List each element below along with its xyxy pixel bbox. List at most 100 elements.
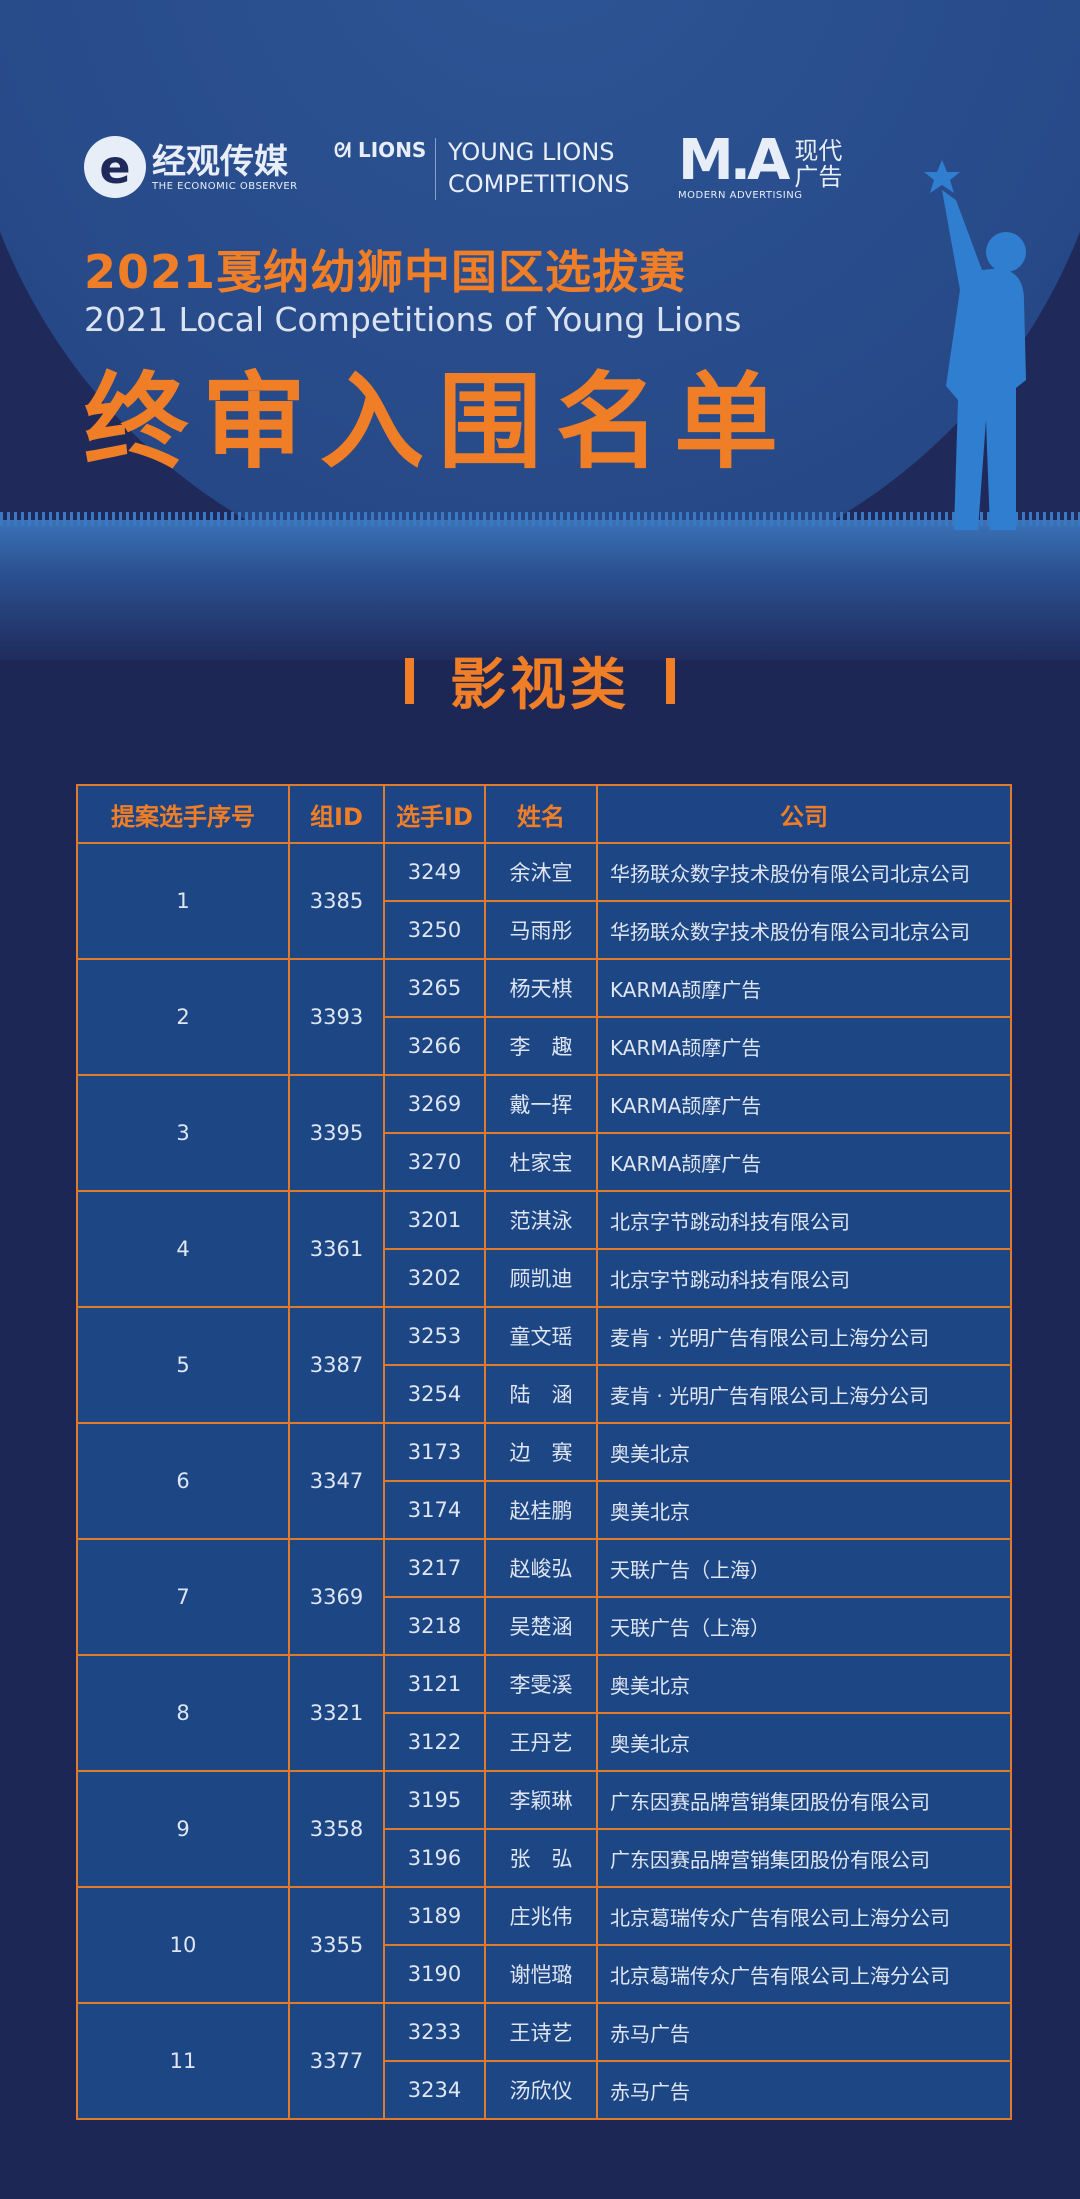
table-row: 3174 赵桂鹏 奥美北京	[77, 1480, 1012, 1540]
name-cell: 谢恺璐	[484, 1944, 598, 2004]
column-header: 姓名	[484, 784, 598, 844]
group-id-cell: 3385	[288, 842, 385, 960]
company-cell: 北京字节跳动科技有限公司	[596, 1248, 1012, 1308]
group-number-cell: 10	[76, 1886, 290, 2004]
company-cell: 赤马广告	[596, 2002, 1012, 2062]
table-row: 3234 汤欣仪 赤马广告	[77, 2060, 1012, 2120]
table-row: 6 3347 3173 边 赛奥美北京	[76, 1422, 1012, 1540]
grass-band	[0, 520, 1080, 660]
group-id-cell: 3393	[288, 958, 385, 1076]
company-cell: KARMA颉摩广告	[596, 1074, 1012, 1134]
main-title: 终审入围名单	[84, 361, 793, 483]
player-id-cell: 3189	[383, 1886, 486, 1946]
player-id-cell: 3195	[383, 1770, 486, 1830]
modern-advertising-logo: M.A 现代广告 MODERN ADVERTISING	[678, 128, 844, 202]
player-id-cell: 3250	[383, 900, 486, 960]
company-cell: 华扬联众数字技术股份有限公司北京公司	[596, 842, 1012, 902]
group-number-cell: 2	[76, 958, 290, 1076]
logo-text: 经观传媒	[152, 141, 288, 182]
group-id-cell: 3387	[288, 1306, 385, 1424]
group-id-cell: 3321	[288, 1654, 385, 1772]
table-row: 3218 吴楚涵 天联广告（上海）	[77, 1596, 1012, 1656]
finalist-table: 提案选手序号 组ID 选手ID 姓名 公司 1 3385 3249 余沐宣 华扬联众数字技术股份…	[76, 784, 1012, 2120]
table-row: 3 3395 3269 戴一挥 KARMA颉摩广告	[76, 1074, 1012, 1192]
table-row: 3190 谢恺璐 北京葛瑞传众广告有限公司上海分公司	[77, 1944, 1012, 2004]
player-id-cell: 3253	[383, 1306, 486, 1366]
ma-en: MODERN ADVERTISING	[678, 190, 803, 201]
company-cell: 奥美北京	[596, 1654, 1012, 1714]
column-header: 公司	[596, 784, 1012, 844]
table-row: 2 3393 3265 杨天棋 KARMA颉摩广告	[76, 958, 1012, 1076]
group-id-cell: 3347	[288, 1422, 385, 1540]
company-cell: 广东因赛品牌营销集团股份有限公司	[596, 1828, 1012, 1888]
table-row: 8 3321 3121 李雯溪 奥美北京	[76, 1654, 1012, 1772]
table-row: 3250 马雨彤 华扬联众数字技术股份有限公司北京公司	[77, 900, 1012, 960]
group-number-cell: 4	[76, 1190, 290, 1308]
group-number-cell: 7	[76, 1538, 290, 1656]
player-id-cell: 3249	[383, 842, 486, 902]
column-header: 组ID	[288, 784, 385, 844]
logo-line: COMPETITIONS	[448, 170, 630, 198]
title-cn: 2021戛纳幼狮中国区选拔赛	[84, 245, 687, 299]
name-cell: 顾凯迪	[484, 1248, 598, 1308]
lions-text: LIONS	[358, 138, 427, 162]
name-cell: 陆 涵	[484, 1364, 598, 1424]
company-cell: 北京葛瑞传众广告有限公司上海分公司	[596, 1944, 1012, 2004]
player-id-cell: 3196	[383, 1828, 486, 1888]
player-id-cell: 3121	[383, 1654, 486, 1714]
group-number-cell: 5	[76, 1306, 290, 1424]
company-cell: 麦肯 · 光明广告有限公司上海分公司	[596, 1306, 1012, 1366]
name-cell: 王丹艺	[484, 1712, 598, 1772]
name-cell: 李颖琳	[484, 1770, 598, 1830]
table-row: 11 3377 3233 王诗艺 赤马广告	[76, 2002, 1012, 2120]
player-id-cell: 3269	[383, 1074, 486, 1134]
section-title: 影视类	[450, 653, 630, 718]
player-id-cell: 3254	[383, 1364, 486, 1424]
ma-mark: M.A	[678, 128, 790, 193]
table-row: 1 3385 3249 余沐宣 华扬联众数字技术股份有限公司北京公司	[76, 842, 1012, 960]
group-id-cell: 3369	[288, 1538, 385, 1656]
section-heading: 影视类	[0, 640, 1080, 721]
sponsor-logos: e 经观传媒 THE ECONOMIC OBSERVER ᘛ LIONS YOU…	[0, 128, 1080, 218]
name-cell: 戴一挥	[484, 1074, 598, 1134]
title-en: 2021 Local Competitions of Young Lions	[84, 300, 742, 339]
header-background	[0, 0, 1080, 530]
player-id-cell: 3217	[383, 1538, 486, 1598]
company-cell: 奥美北京	[596, 1712, 1012, 1772]
company-cell: KARMA颉摩广告	[596, 1132, 1012, 1192]
table-row: 3270 杜家宝 KARMA颉摩广告	[77, 1132, 1012, 1192]
player-id-cell: 3233	[383, 2002, 486, 2062]
table-row: 3196 张 弘广东因赛品牌营销集团股份有限公司	[77, 1828, 1012, 1888]
table-row: 3266 李 趣 KARMA颉摩广告	[77, 1016, 1012, 1076]
company-cell: 天联广告（上海）	[596, 1538, 1012, 1598]
company-cell: KARMA颉摩广告	[596, 958, 1012, 1018]
moon-shape	[0, 0, 1080, 530]
name-cell: 庄兆伟	[484, 1886, 598, 1946]
player-id-cell: 3234	[383, 2060, 486, 2120]
player-id-cell: 3173	[383, 1422, 486, 1482]
logo-divider	[435, 138, 436, 200]
player-id-cell: 3265	[383, 958, 486, 1018]
name-cell: 张 弘	[484, 1828, 598, 1888]
economic-observer-logo: e 经观传媒 THE ECONOMIC OBSERVER	[84, 136, 298, 198]
child-reaching-star-illustration	[924, 160, 1026, 530]
name-cell: 赵桂鹏	[484, 1480, 598, 1540]
logo-subtext: THE ECONOMIC OBSERVER	[152, 180, 298, 192]
young-lions-logo: YOUNG LIONS COMPETITIONS	[448, 136, 630, 200]
name-cell: 童文瑶	[484, 1306, 598, 1366]
group-number-cell: 9	[76, 1770, 290, 1888]
player-id-cell: 3122	[383, 1712, 486, 1772]
group-id-cell: 3377	[288, 2002, 385, 2120]
company-cell: 麦肯 · 光明广告有限公司上海分公司	[596, 1364, 1012, 1424]
company-cell: 天联广告（上海）	[596, 1596, 1012, 1656]
name-cell: 汤欣仪	[484, 2060, 598, 2120]
group-id-cell: 3358	[288, 1770, 385, 1888]
player-id-cell: 3202	[383, 1248, 486, 1308]
heading-bar-right	[666, 657, 675, 704]
lion-icon: ᘛ	[334, 138, 352, 162]
group-number-cell: 3	[76, 1074, 290, 1192]
table-row: 4 3361 3201 范淇泳 北京字节跳动科技有限公司	[76, 1190, 1012, 1308]
company-cell: 华扬联众数字技术股份有限公司北京公司	[596, 900, 1012, 960]
table-row: 7 3369 3217 赵峻弘 天联广告（上海）	[76, 1538, 1012, 1656]
heading-bar-left	[405, 657, 414, 704]
